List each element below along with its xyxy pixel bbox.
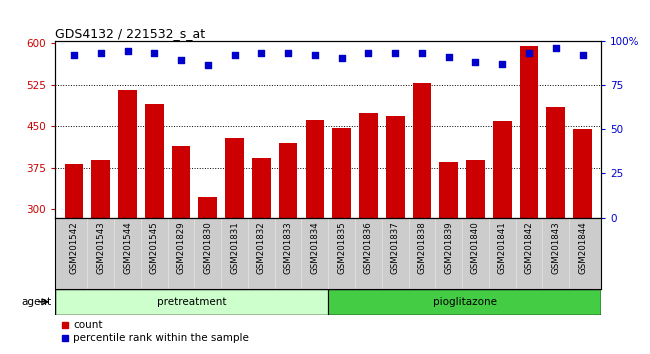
Bar	[493, 121, 512, 354]
Text: GSM201837: GSM201837	[391, 221, 400, 274]
Text: GSM201545: GSM201545	[150, 221, 159, 274]
Bar	[118, 90, 137, 354]
Text: GSM201543: GSM201543	[96, 221, 105, 274]
Text: pioglitazone: pioglitazone	[433, 297, 497, 307]
Text: GSM201843: GSM201843	[551, 221, 560, 274]
Bar	[413, 83, 432, 354]
Bar	[519, 46, 538, 354]
Point	[69, 52, 79, 58]
Bar	[252, 158, 270, 354]
Text: GDS4132 / 221532_s_at: GDS4132 / 221532_s_at	[55, 27, 205, 40]
Point	[122, 48, 133, 54]
Bar	[439, 162, 458, 354]
Text: GSM201832: GSM201832	[257, 221, 266, 274]
Point	[149, 50, 159, 56]
Bar	[92, 160, 110, 354]
Bar	[306, 120, 324, 354]
Text: GSM201542: GSM201542	[70, 221, 79, 274]
Point	[309, 52, 320, 58]
Text: GSM201833: GSM201833	[283, 221, 292, 274]
Bar	[172, 146, 190, 354]
Text: GSM201836: GSM201836	[364, 221, 373, 274]
Point	[577, 52, 588, 58]
Text: GSM201830: GSM201830	[203, 221, 213, 274]
Text: pretreatment: pretreatment	[157, 297, 226, 307]
Point	[283, 50, 293, 56]
Text: GSM201835: GSM201835	[337, 221, 346, 274]
Point	[390, 50, 400, 56]
Bar	[573, 129, 592, 354]
Bar	[547, 107, 565, 354]
Text: GSM201842: GSM201842	[525, 221, 534, 274]
Point	[497, 61, 508, 67]
Bar	[198, 197, 217, 354]
Point	[417, 50, 427, 56]
Bar	[328, 289, 601, 315]
Point	[337, 56, 347, 61]
Point	[470, 59, 480, 65]
Point	[363, 50, 374, 56]
Bar	[279, 143, 298, 354]
Bar	[145, 104, 164, 354]
Text: GSM201844: GSM201844	[578, 221, 587, 274]
Text: GSM201839: GSM201839	[444, 221, 453, 274]
Text: GSM201829: GSM201829	[177, 221, 185, 274]
Text: GSM201831: GSM201831	[230, 221, 239, 274]
Bar	[225, 137, 244, 354]
Bar	[332, 128, 351, 354]
Text: GSM201544: GSM201544	[123, 221, 132, 274]
Point	[524, 50, 534, 56]
Legend: count, percentile rank within the sample: count, percentile rank within the sample	[60, 320, 249, 343]
Point	[176, 57, 187, 63]
Bar	[55, 289, 328, 315]
Point	[203, 63, 213, 68]
Text: GSM201834: GSM201834	[310, 221, 319, 274]
Point	[256, 50, 266, 56]
Point	[229, 52, 240, 58]
Point	[96, 50, 106, 56]
Text: GSM201838: GSM201838	[417, 221, 426, 274]
Text: agent: agent	[22, 297, 52, 307]
Bar	[64, 164, 83, 354]
Point	[551, 45, 561, 51]
Text: GSM201840: GSM201840	[471, 221, 480, 274]
Point	[443, 54, 454, 59]
Bar	[466, 160, 485, 354]
Text: GSM201841: GSM201841	[498, 221, 507, 274]
Bar	[359, 113, 378, 354]
Bar	[386, 116, 404, 354]
